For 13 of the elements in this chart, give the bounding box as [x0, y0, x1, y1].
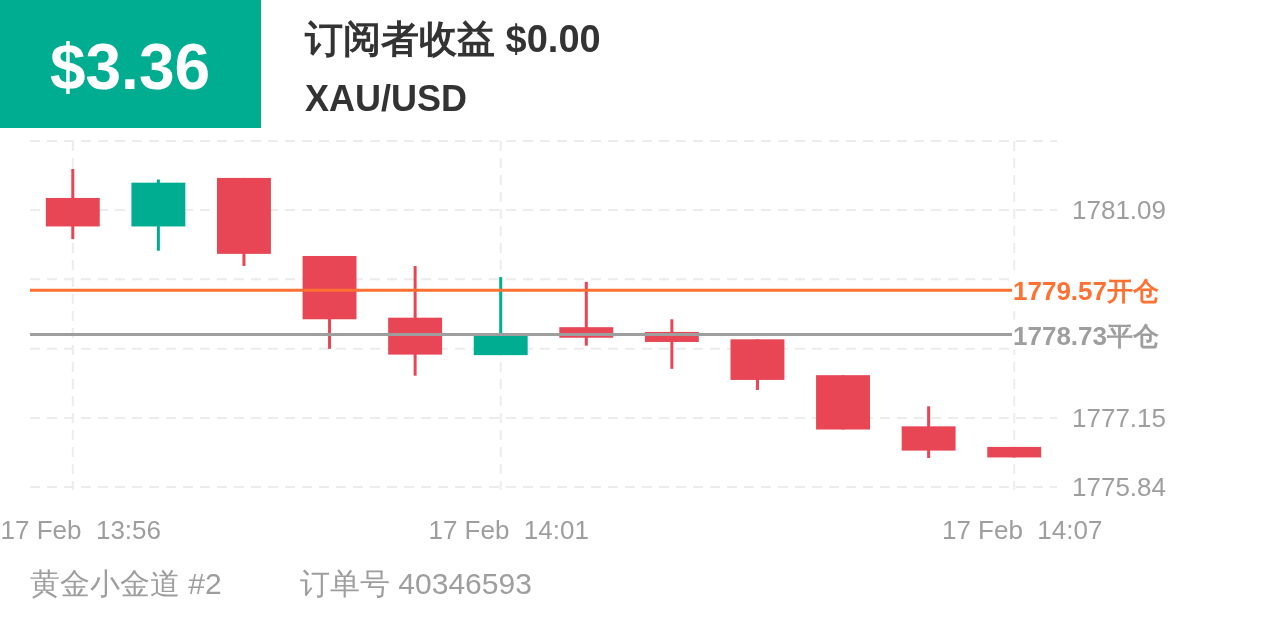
text: $3.36	[49, 31, 211, 103]
y-tick-label: 1775.84	[1072, 472, 1166, 502]
text: 订单号 40346593	[300, 567, 532, 600]
x-tick-label: 17 Feb 13:56	[0, 515, 162, 545]
x-tick-label: 17 Feb 14:01	[428, 515, 589, 545]
text: 黄金小金道 #2	[30, 567, 222, 600]
x-tick-label: 17 Feb 14:07	[941, 515, 1103, 545]
ref-line-label: 1779.57开仓	[1013, 276, 1159, 307]
chart-title: 订阅者收益 $0.00	[304, 18, 601, 60]
chart-subtitle: XAU/USD	[305, 78, 468, 119]
ref-line-label: 1778.73平仓	[1013, 320, 1159, 351]
y-tick-label: 1781.09	[1072, 195, 1166, 226]
y-tick-label: 1777.15	[1072, 402, 1166, 433]
